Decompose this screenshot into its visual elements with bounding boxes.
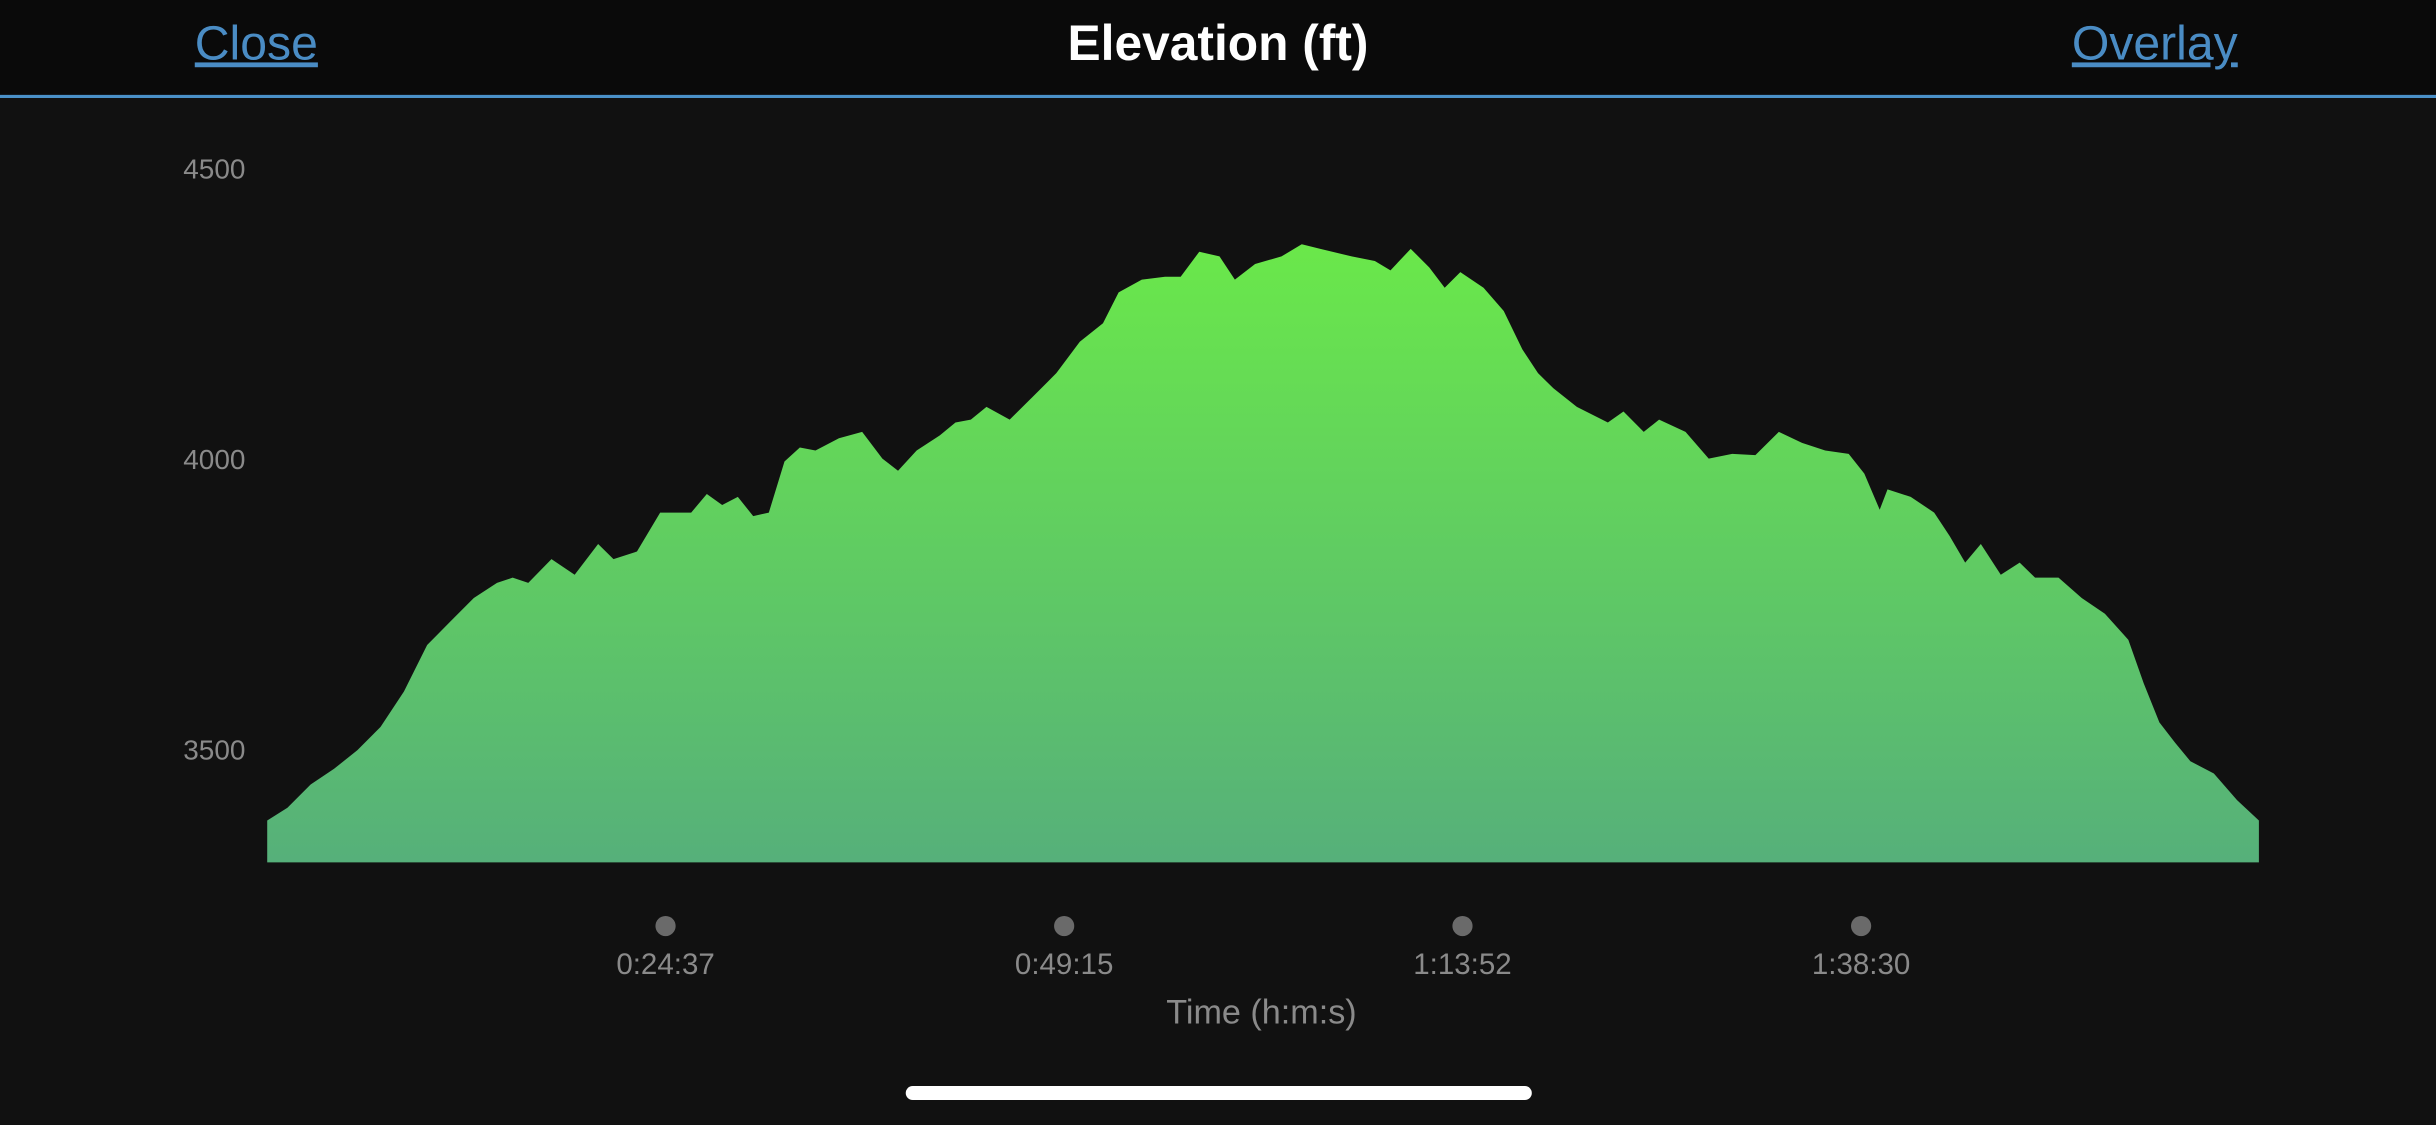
x-tick-label: 0:49:15 [1015, 948, 1113, 981]
elevation-area [267, 244, 2259, 863]
x-tick-label: 1:38:30 [1812, 948, 1910, 981]
close-button[interactable]: Close [195, 16, 318, 70]
x-tick-label: 0:24:37 [616, 948, 714, 981]
y-tick-label: 3500 [183, 734, 245, 765]
nav-bar [0, 0, 2436, 97]
x-tick-mark [655, 915, 676, 937]
overlay-button[interactable]: Overlay [2072, 16, 2238, 70]
x-tick-mark [1850, 915, 1872, 937]
x-tick-mark [1452, 915, 1473, 937]
y-tick-label: 4500 [183, 153, 245, 184]
y-tick-label: 4000 [183, 444, 245, 475]
screen-title: Elevation (ft) [1068, 15, 1369, 71]
x-axis-label: Time (h:m:s) [1166, 994, 1356, 1032]
x-tick-mark [1054, 915, 1075, 937]
home-indicator [905, 1086, 1532, 1101]
x-tick-label: 1:13:52 [1413, 948, 1511, 981]
